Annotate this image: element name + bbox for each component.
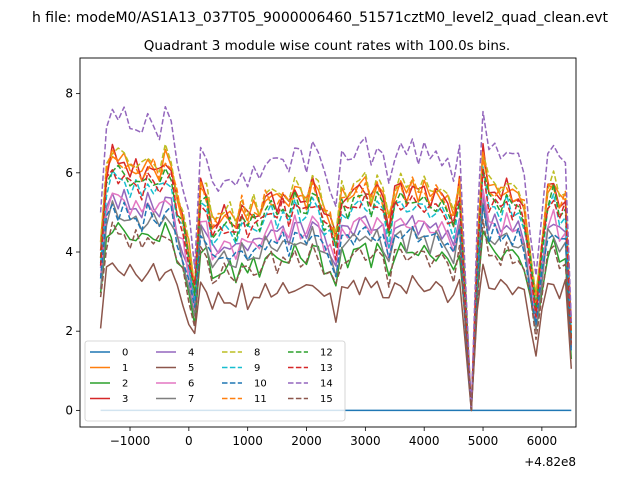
series-line-5	[99, 262, 573, 412]
series-layer	[99, 105, 573, 412]
series-line-12	[99, 164, 573, 412]
series-line-10	[99, 201, 573, 412]
x-tick-label: −1000	[110, 434, 151, 448]
legend-label-9: 9	[254, 363, 260, 374]
legend-label-7: 7	[188, 394, 194, 405]
legend-label-1: 1	[122, 363, 128, 374]
x-tick-label: 2000	[291, 434, 322, 448]
legend-label-0: 0	[122, 348, 128, 359]
figure-suptitle: h file: modeM0/AS1A13_037T05_9000006460_…	[32, 10, 609, 26]
series-line-6	[99, 188, 573, 412]
series-line-14	[99, 105, 573, 412]
x-tick-label: 6000	[527, 434, 558, 448]
legend-label-4: 4	[188, 348, 194, 359]
x-tick-label: 0	[185, 434, 193, 448]
plot-area: −1000 0 1000 2000 3000 4000 5000 6000 0 2 4 6 8 +4.…	[65, 57, 577, 469]
chart-title: Quadrant 3 module wise count rates with …	[144, 38, 510, 54]
y-tick-label: 4	[65, 245, 73, 259]
legend-label-2: 2	[122, 379, 128, 390]
y-tick-label: 0	[65, 403, 73, 417]
x-tick-label: 3000	[350, 434, 381, 448]
legend-box	[84, 340, 346, 422]
x-tick-label: 4000	[409, 434, 440, 448]
y-tick-label: 8	[65, 87, 73, 101]
series-line-15	[99, 219, 573, 412]
x-tick-label: 1000	[232, 434, 263, 448]
y-tick-label: 6	[65, 166, 73, 180]
series-line-8	[99, 143, 573, 412]
legend-label-3: 3	[122, 394, 128, 405]
series-line-1	[99, 148, 573, 412]
legend-label-10: 10	[254, 379, 267, 390]
legend-label-11: 11	[254, 394, 267, 405]
legend-label-13: 13	[320, 363, 333, 374]
y-tick-label: 2	[65, 324, 73, 338]
x-offset-label: +4.82e8	[524, 455, 576, 469]
series-line-13	[99, 168, 573, 412]
legend-label-6: 6	[188, 379, 194, 390]
x-axis: −1000 0 1000 2000 3000 4000 5000 6000	[110, 427, 557, 448]
legend-label-12: 12	[320, 348, 333, 359]
y-axis: 0 2 4 6 8	[65, 87, 80, 417]
legend-label-14: 14	[320, 379, 333, 390]
legend-label-5: 5	[188, 363, 194, 374]
axes-frame	[79, 57, 577, 428]
x-tick-label: 5000	[468, 434, 499, 448]
legend-label-8: 8	[254, 348, 260, 359]
legend-label-15: 15	[320, 394, 333, 405]
